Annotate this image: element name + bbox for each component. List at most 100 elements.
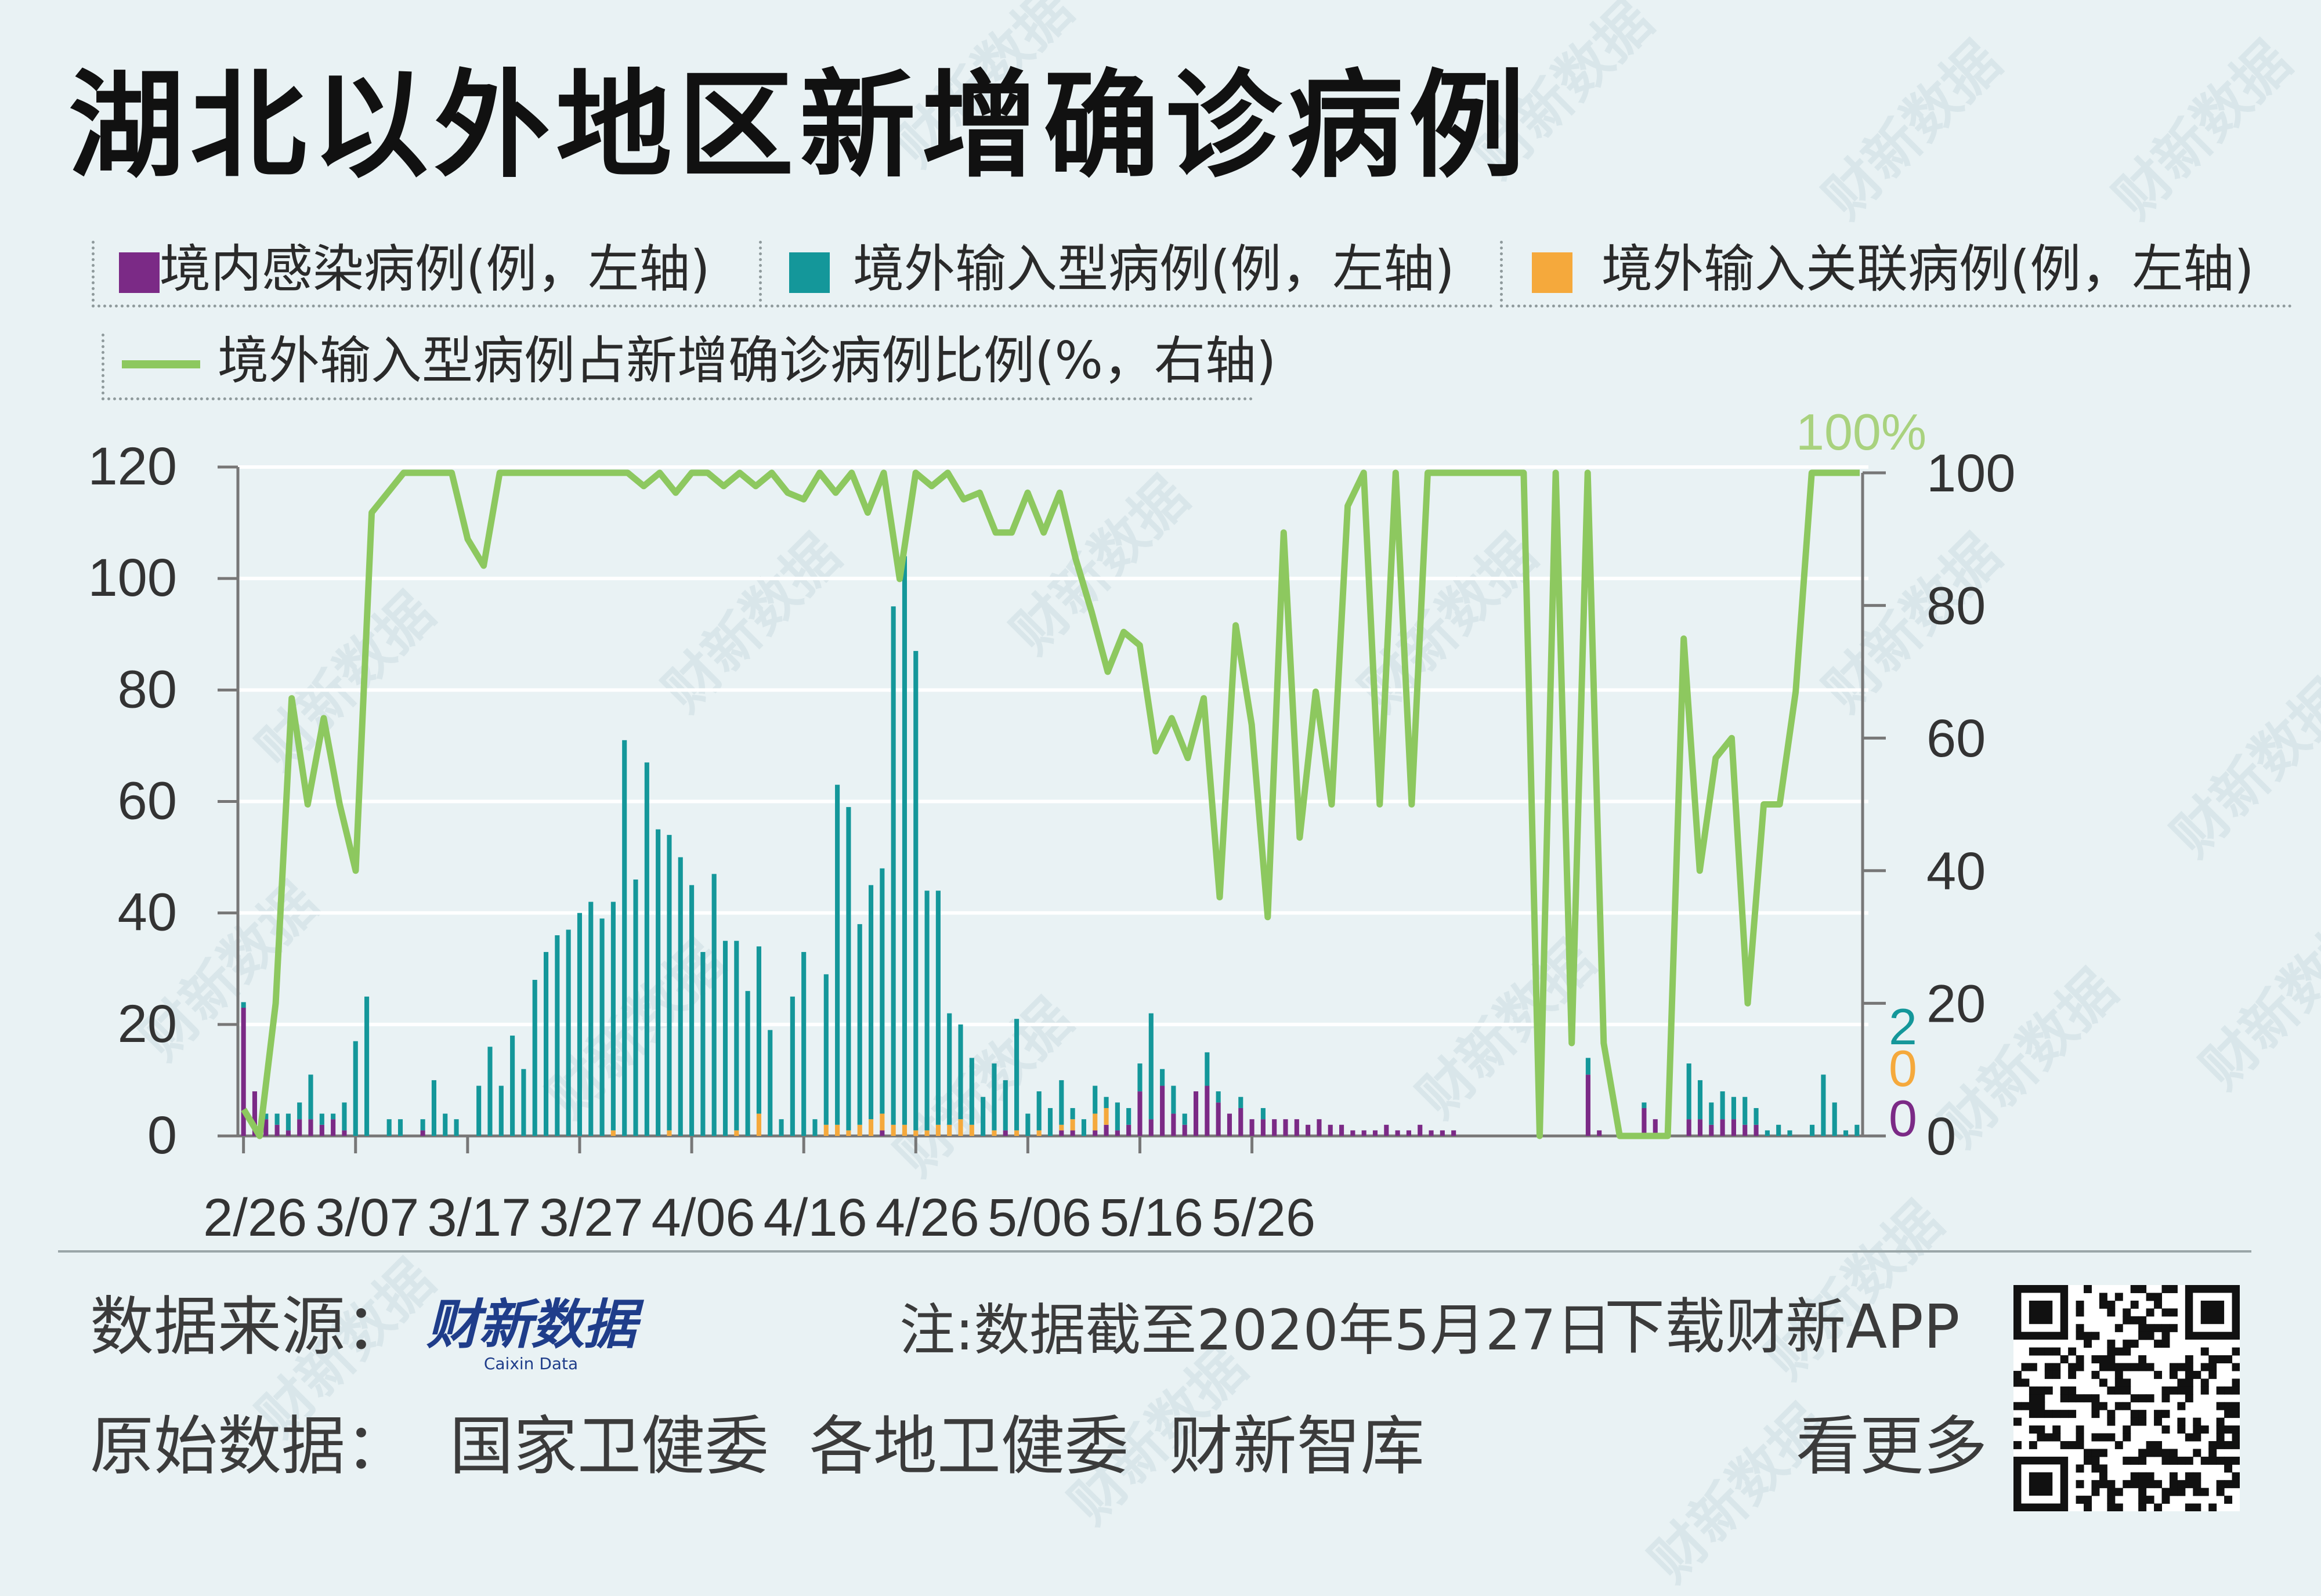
qr-module <box>2146 1308 2154 1317</box>
legend-frame-1 <box>92 241 756 307</box>
qr-module <box>2068 1441 2077 1449</box>
bar-local <box>1372 1130 1378 1136</box>
qr-module <box>2169 1285 2178 1293</box>
qr-module <box>2084 1394 2092 1403</box>
bar-related <box>1104 1108 1109 1125</box>
qr-module <box>2091 1331 2100 1340</box>
qr-module <box>2130 1480 2139 1489</box>
qr-module <box>2146 1324 2154 1333</box>
qr-module <box>2224 1464 2233 1473</box>
qr-module <box>2114 1488 2123 1496</box>
qr-module <box>2193 1433 2201 1442</box>
bar-imported <box>981 1096 986 1136</box>
legend-label-imported: 境外输入型病例(例，左轴) <box>853 239 1455 299</box>
bar-local <box>285 1130 291 1136</box>
qr-module <box>2099 1433 2107 1442</box>
bar-imported <box>1832 1102 1837 1136</box>
qr-code[interactable] <box>2013 1285 2240 1512</box>
qr-module <box>2224 1456 2233 1465</box>
qr-module <box>2185 1503 2193 1512</box>
bar-imported <box>1843 1130 1849 1136</box>
qr-module <box>2076 1331 2084 1340</box>
qr-module <box>2037 1410 2045 1418</box>
qr-module <box>2123 1386 2131 1395</box>
bar-imported <box>1821 1074 1826 1136</box>
bar-local <box>1249 1119 1255 1136</box>
legend-frame-2 <box>759 241 1493 307</box>
qr-module <box>2146 1480 2154 1489</box>
qr-module <box>2107 1347 2116 1356</box>
qr-module <box>2208 1370 2217 1379</box>
qr-module <box>2216 1386 2225 1395</box>
qr-module <box>2154 1300 2163 1309</box>
qr-module <box>2169 1449 2178 1457</box>
qr-module <box>2084 1456 2092 1465</box>
qr-module <box>2138 1496 2147 1504</box>
qr-module <box>2232 1480 2240 1489</box>
qr-module <box>2146 1472 2154 1481</box>
bar-imported <box>790 996 795 1136</box>
bar-imported <box>835 784 840 1125</box>
qr-module <box>2021 1363 2030 1371</box>
bar-local <box>1395 1130 1400 1136</box>
bar-imported <box>443 1113 448 1136</box>
bar-imported <box>263 1113 269 1120</box>
bar-imported <box>521 1069 526 1136</box>
qr-module <box>2138 1456 2147 1465</box>
bar-local <box>1317 1119 1322 1136</box>
qr-module <box>2146 1394 2154 1403</box>
qr-module <box>2185 1355 2193 1363</box>
bar-imported <box>913 651 919 1131</box>
right-axis-tick-label: 80 <box>1926 577 1986 636</box>
bar-imported <box>1047 1108 1053 1136</box>
bar-imported <box>1081 1119 1086 1136</box>
bar-local <box>1697 1119 1703 1136</box>
bar-local <box>1451 1130 1456 1136</box>
source-label: 数据来源： <box>90 1290 409 1364</box>
qr-module <box>2185 1472 2193 1481</box>
qr-module <box>2161 1410 2170 1418</box>
bar-local <box>1272 1119 1277 1136</box>
qr-code-pattern <box>2013 1285 2240 1512</box>
qr-module <box>2107 1488 2116 1496</box>
qr-module <box>2029 1394 2037 1403</box>
bar-local <box>1003 1130 1008 1136</box>
bar-imported <box>274 1113 280 1125</box>
qr-module <box>2091 1456 2100 1465</box>
qr-module <box>2123 1425 2131 1434</box>
qr-module <box>2060 1410 2069 1418</box>
raw-data-sources: 原始数据： 国家卫健委 各地卫健委 财新智库 <box>90 1409 1425 1483</box>
qr-module <box>2044 1347 2053 1356</box>
qr-module <box>2193 1503 2201 1512</box>
qr-module <box>2052 1425 2061 1434</box>
qr-module <box>2161 1425 2170 1434</box>
qr-module <box>2224 1496 2233 1504</box>
bar-imported <box>880 868 885 1114</box>
qr-module <box>2084 1449 2092 1457</box>
qr-module <box>2029 1347 2037 1356</box>
qr-module <box>2037 1402 2045 1410</box>
bar-related <box>835 1124 840 1136</box>
qr-module <box>2123 1480 2131 1489</box>
bar-imported <box>510 1036 515 1136</box>
bar-local <box>319 1124 324 1136</box>
qr-module <box>2107 1363 2116 1371</box>
qr-module <box>2138 1324 2147 1333</box>
bar-local <box>308 1119 313 1136</box>
bar-related <box>667 1130 672 1136</box>
legend-swatch-ratio <box>122 360 200 369</box>
x-axis-tick-label: 3/27 <box>539 1188 643 1247</box>
bar-imported <box>498 1085 504 1136</box>
qr-module <box>2091 1370 2100 1379</box>
bar-imported <box>1776 1124 1781 1136</box>
qr-module <box>2130 1394 2139 1403</box>
bar-imported <box>397 1119 403 1136</box>
qr-module <box>2161 1449 2170 1457</box>
qr-module <box>2138 1480 2147 1489</box>
qr-module <box>2138 1410 2147 1418</box>
qr-module <box>2099 1355 2107 1363</box>
bar-imported <box>992 1063 997 1131</box>
legend-label-local: 境内感染病例(例，左轴) <box>160 239 710 299</box>
bar-imported <box>532 979 537 1136</box>
qr-module <box>2224 1441 2233 1449</box>
